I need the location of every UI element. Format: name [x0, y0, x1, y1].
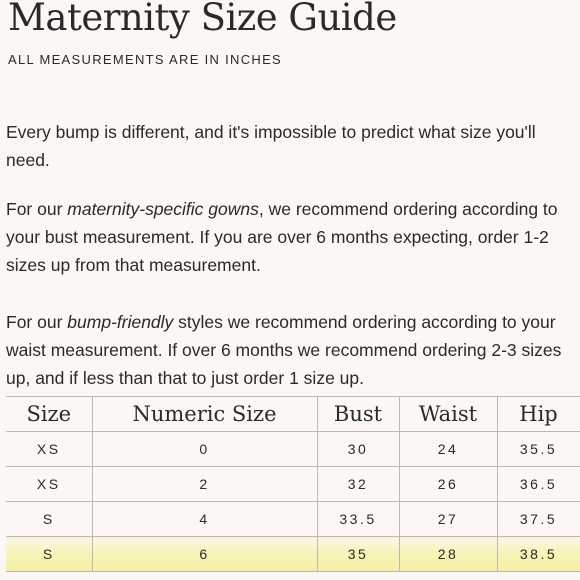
header-size: Size: [6, 396, 93, 432]
bump-friendly-paragraph: For our bump-friendly styles we recommen…: [6, 308, 580, 392]
cell-numeric-size: 4: [91, 501, 318, 537]
bump-friendly-paragraph-prefix: For our: [6, 312, 68, 332]
bump-friendly-paragraph-suffix: styles we recommend ordering according t…: [6, 312, 562, 388]
table-row-highlighted: S 6 35 28 38.5: [6, 536, 580, 572]
cell-hip: 37.5: [496, 501, 580, 537]
cell-waist: 24: [398, 431, 498, 467]
size-table: Size Numeric Size Bust Waist Hip XS 0 30…: [6, 396, 580, 572]
cell-size: XS: [6, 431, 93, 467]
cell-size: XS: [6, 466, 93, 502]
table-header-row: Size Numeric Size Bust Waist Hip: [6, 396, 580, 432]
cell-numeric-size: 6: [91, 536, 318, 572]
cell-hip: 35.5: [496, 431, 580, 467]
cell-numeric-size: 0: [91, 431, 318, 467]
table-row: S 4 33.5 27 37.5: [6, 501, 580, 537]
cell-hip: 36.5: [496, 466, 580, 502]
cell-bust: 32: [316, 466, 400, 502]
intro-paragraph: Every bump is different, and it's imposs…: [6, 122, 536, 170]
cell-waist: 26: [398, 466, 498, 502]
page-subtitle: ALL MEASUREMENTS ARE IN INCHES: [8, 52, 283, 67]
cell-waist: 28: [398, 536, 498, 572]
header-waist: Waist: [398, 396, 498, 432]
cell-waist: 27: [398, 501, 498, 537]
bump-friendly-paragraph-emphasis: bump-friendly: [67, 312, 174, 332]
header-numeric-size: Numeric Size: [91, 396, 318, 432]
cell-bust: 33.5: [316, 501, 400, 537]
table-row: XS 2 32 26 36.5: [6, 466, 580, 502]
gowns-paragraph-suffix: , we recommend ordering according to you…: [6, 199, 558, 275]
gowns-paragraph-prefix: For our: [6, 199, 68, 219]
cell-numeric-size: 2: [91, 466, 318, 502]
gowns-paragraph-emphasis: maternity-specific gowns: [67, 199, 259, 219]
header-hip: Hip: [496, 396, 580, 432]
header-bust: Bust: [316, 396, 400, 432]
gowns-paragraph: For our maternity-specific gowns, we rec…: [6, 195, 580, 279]
cell-hip: 38.5: [496, 536, 580, 572]
cell-size: S: [6, 536, 93, 572]
cell-bust: 35: [316, 536, 400, 572]
page-title: Maternity Size Guide: [8, 0, 397, 39]
cell-size: S: [6, 501, 93, 537]
cell-bust: 30: [316, 431, 400, 467]
table-row: XS 0 30 24 35.5: [6, 431, 580, 467]
